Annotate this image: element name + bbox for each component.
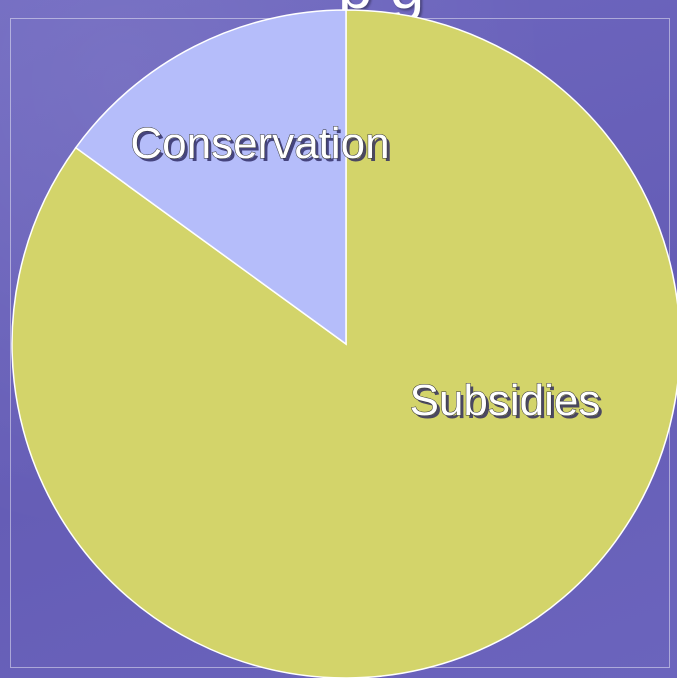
- pie-slice-conservation: [74, 9, 347, 346]
- pie-label-conservation: Conservation: [130, 119, 389, 168]
- pie-label-subsidies: Subsidies: [410, 376, 601, 425]
- pie-slice-subsidies: [11, 9, 677, 678]
- pie-label-shadow-subsidies: Subsidies: [413, 379, 604, 428]
- pie-label-shadow-conservation: Conservation: [133, 122, 392, 171]
